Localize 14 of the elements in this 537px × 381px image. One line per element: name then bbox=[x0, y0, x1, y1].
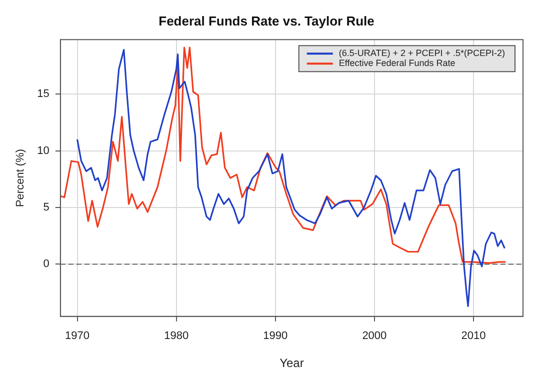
y-tick-label: 15 bbox=[37, 88, 50, 100]
x-axis-title: Year bbox=[280, 356, 304, 370]
x-tick-label: 1990 bbox=[263, 330, 288, 342]
chart-title: Federal Funds Rate vs. Taylor Rule bbox=[158, 13, 374, 28]
x-tick-label: 2010 bbox=[461, 330, 486, 342]
x-tick-label: 1970 bbox=[65, 330, 90, 342]
y-axis-title: Percent (%) bbox=[14, 148, 27, 208]
x-tick-label: 1980 bbox=[164, 330, 189, 342]
legend-label: Effective Federal Funds Rate bbox=[338, 58, 456, 68]
y-tick-label: 5 bbox=[43, 202, 50, 214]
y-tick-label: 0 bbox=[43, 258, 50, 270]
x-tick-label: 2000 bbox=[362, 330, 387, 342]
legend-label: (6.5-URATE) + 2 + PCEPI + .5*(PCEPI-2) bbox=[338, 48, 506, 58]
y-tick-label: 10 bbox=[37, 144, 50, 157]
